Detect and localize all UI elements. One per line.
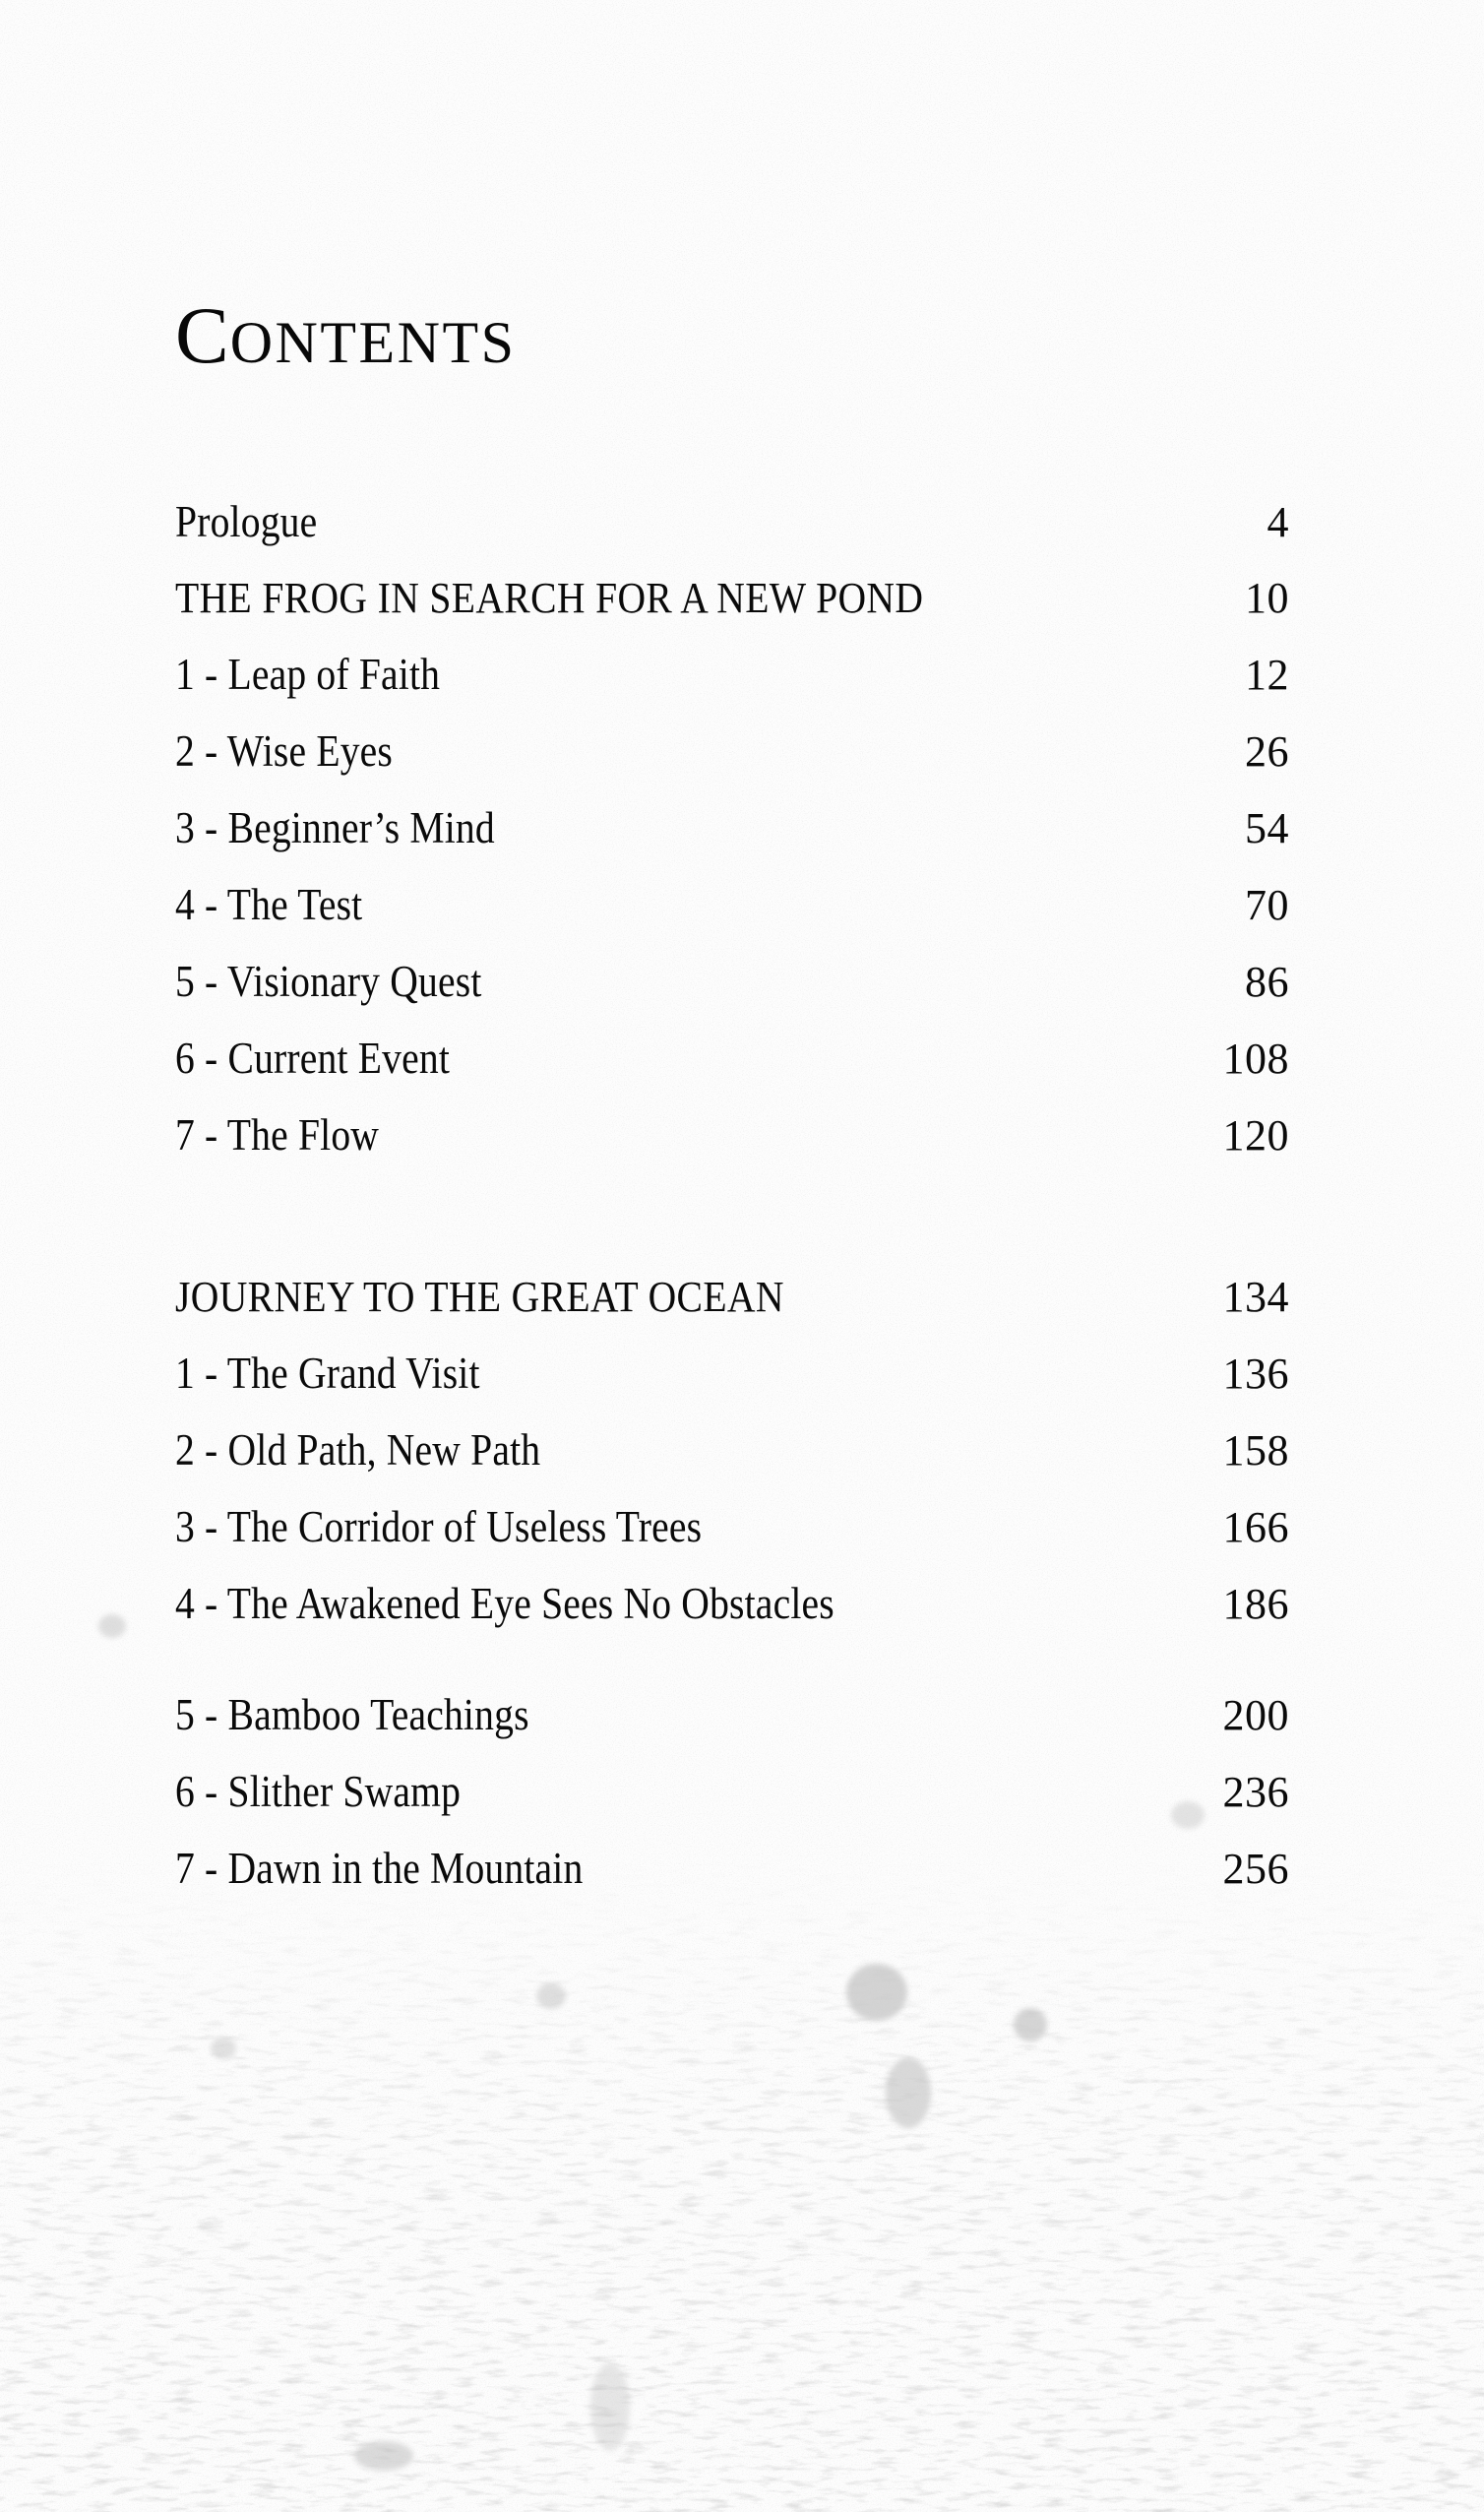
toc-entry-row[interactable]: 6 - Slither Swamp 236 [175, 1770, 1289, 1814]
table-of-contents-list: Prologue 4 THE FROG IN SEARCH FOR A NEW PO… [175, 500, 1289, 1891]
toc-page-number: 158 [1222, 1426, 1289, 1475]
toc-entry-row[interactable]: 5 - Bamboo Teachings 200 [175, 1693, 1289, 1737]
toc-page-number: 86 [1245, 958, 1289, 1006]
toc-entry-label: 5 - Visionary Quest [175, 957, 482, 1006]
toc-entry-row[interactable]: 4 - The Test 70 [175, 883, 1289, 927]
toc-entry-row[interactable]: 5 - Visionary Quest 86 [175, 960, 1289, 1004]
toc-entry-row[interactable]: 4 - The Awakened Eye Sees No Obstacles 18… [175, 1582, 1289, 1626]
scan-smudge [211, 2038, 236, 2059]
toc-entry-label: 1 - Leap of Faith [175, 650, 441, 699]
toc-page-number: 108 [1222, 1035, 1289, 1083]
toc-page-number: 120 [1222, 1111, 1289, 1160]
toc-entry-label: 2 - Old Path, New Path [175, 1425, 541, 1475]
toc-entry-row[interactable]: 1 - The Grand Visit 136 [175, 1351, 1289, 1396]
toc-entry-label: 3 - The Corridor of Useless Trees [175, 1502, 703, 1551]
toc-entry-row[interactable]: 2 - Wise Eyes 26 [175, 729, 1289, 774]
toc-entry-label: 6 - Current Event [175, 1034, 451, 1083]
toc-entry-label: 7 - Dawn in the Mountain [175, 1844, 584, 1893]
toc-entry-row[interactable]: 7 - The Flow 120 [175, 1113, 1289, 1158]
scan-smudge [846, 1964, 907, 2021]
toc-entry-row[interactable]: Prologue 4 [175, 500, 1289, 544]
toc-entry-row[interactable]: 7 - Dawn in the Mountain 256 [175, 1847, 1289, 1891]
scan-smudge [536, 1983, 566, 2009]
toc-page-number: 200 [1222, 1691, 1289, 1739]
toc-entry-label: 7 - The Flow [175, 1110, 380, 1160]
toc-page-number: 12 [1245, 651, 1289, 699]
toc-entry-label: 4 - The Awakened Eye Sees No Obstacles [175, 1579, 835, 1628]
scan-smudge [98, 1614, 126, 1638]
scan-smudge [1014, 2008, 1047, 2041]
toc-page-number: 236 [1222, 1768, 1289, 1816]
toc-page-number: 10 [1245, 574, 1289, 622]
scan-smudge [886, 2057, 931, 2128]
toc-entry-row[interactable]: 6 - Current Event 108 [175, 1036, 1289, 1081]
toc-entry-row[interactable]: 3 - Beginner’s Mind 54 [175, 806, 1289, 850]
toc-page-number: 4 [1267, 498, 1289, 546]
toc-entry-label: 4 - The Test [175, 880, 363, 929]
toc-entry-label: 1 - The Grand Visit [175, 1349, 480, 1398]
toc-page-number: 166 [1222, 1503, 1289, 1551]
toc-page-number: 186 [1222, 1580, 1289, 1628]
toc-page-number: 256 [1222, 1845, 1289, 1893]
toc-entry-label: 2 - Wise Eyes [175, 726, 394, 776]
toc-entry-label: 5 - Bamboo Teachings [175, 1690, 529, 1739]
toc-page-number: 26 [1245, 727, 1289, 776]
page-title-rest: ONTENTS [229, 310, 517, 375]
toc-page-number: 54 [1245, 804, 1289, 852]
toc-section-row[interactable]: THE FROG IN SEARCH FOR A NEW POND 10 [175, 577, 1289, 620]
toc-page-number: 136 [1222, 1350, 1289, 1398]
toc-entry-row[interactable]: 3 - The Corridor of Useless Trees 166 [175, 1505, 1289, 1549]
toc-entry-label: 6 - Slither Swamp [175, 1767, 462, 1816]
toc-page-number: 134 [1222, 1273, 1289, 1321]
page-title: CONTENTS [175, 295, 517, 376]
toc-entry-row[interactable]: 2 - Old Path, New Path 158 [175, 1428, 1289, 1473]
toc-section-label: JOURNEY TO THE GREAT OCEAN [175, 1273, 784, 1321]
toc-page-number: 70 [1245, 881, 1289, 929]
page-title-initial: C [175, 290, 230, 380]
scan-smudge [590, 2362, 630, 2451]
toc-entry-label: Prologue [175, 497, 318, 546]
scan-grain-bottom [0, 1851, 1484, 2512]
toc-entry-row[interactable]: 1 - Leap of Faith 12 [175, 653, 1289, 697]
toc-section-label: THE FROG IN SEARCH FOR A NEW POND [175, 574, 924, 622]
toc-section-row[interactable]: JOURNEY TO THE GREAT OCEAN 134 [175, 1276, 1289, 1319]
scan-smudge [354, 2441, 413, 2471]
toc-entry-label: 3 - Beginner’s Mind [175, 803, 495, 852]
